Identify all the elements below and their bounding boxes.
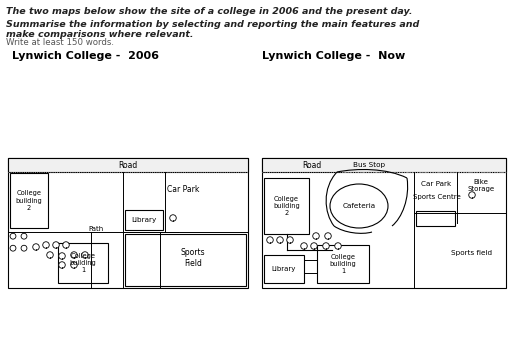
Text: College
building
2: College building 2 [16,190,42,210]
Circle shape [170,215,176,221]
Circle shape [267,237,273,243]
Bar [416,211,455,226]
Circle shape [59,262,65,268]
Circle shape [47,252,53,258]
Circle shape [335,243,342,249]
Bar [262,158,506,288]
Circle shape [311,243,317,249]
Circle shape [71,252,77,258]
Bar [58,243,108,283]
Bar [8,158,248,288]
Circle shape [63,242,69,248]
Bar [125,234,246,286]
Text: Sports field: Sports field [452,250,493,256]
Circle shape [21,245,27,251]
Circle shape [10,245,16,251]
Text: Write at least 150 words.: Write at least 150 words. [6,38,114,47]
Text: College
building
1: College building 1 [330,254,356,274]
Text: Lynwich College -  Now: Lynwich College - Now [262,51,406,61]
Text: Road: Road [118,161,138,169]
Bar [10,173,48,228]
Text: College
building
1: College building 1 [70,253,96,273]
Bar [8,158,248,172]
Circle shape [277,237,283,243]
Circle shape [469,192,475,198]
Text: Sports Centre: Sports Centre [413,194,461,200]
Circle shape [59,253,65,259]
Text: Cafeteria: Cafeteria [343,203,376,209]
Text: Summarise the information by selecting and reporting the main features and
make : Summarise the information by selecting a… [6,20,419,40]
Text: Car Park: Car Park [167,186,199,195]
Circle shape [10,233,16,239]
Text: The two maps below show the site of a college in 2006 and the present day.: The two maps below show the site of a co… [6,7,413,16]
Text: Car Park: Car Park [421,181,451,187]
Text: Lynwich College -  2006: Lynwich College - 2006 [12,51,159,61]
Text: Path: Path [88,226,103,232]
Circle shape [287,237,293,243]
Text: Bike
Storage: Bike Storage [467,180,495,193]
Circle shape [323,243,329,249]
Circle shape [325,233,331,239]
Text: College
building
2: College building 2 [273,196,300,216]
Circle shape [301,243,307,249]
Text: Road: Road [303,161,322,169]
Circle shape [21,233,27,239]
Circle shape [42,242,49,248]
Circle shape [53,242,59,248]
Text: Sports
Field: Sports Field [181,248,205,268]
Bar [317,245,369,283]
Bar [125,210,163,230]
Bar [262,158,506,172]
Bar [264,178,309,234]
Circle shape [33,244,39,250]
Text: Library: Library [272,266,296,272]
Circle shape [71,262,77,268]
Text: Library: Library [132,217,157,223]
Circle shape [313,233,319,239]
Ellipse shape [330,184,388,228]
Text: Bus Stop: Bus Stop [353,162,385,168]
Bar [264,255,304,283]
Circle shape [82,252,88,258]
